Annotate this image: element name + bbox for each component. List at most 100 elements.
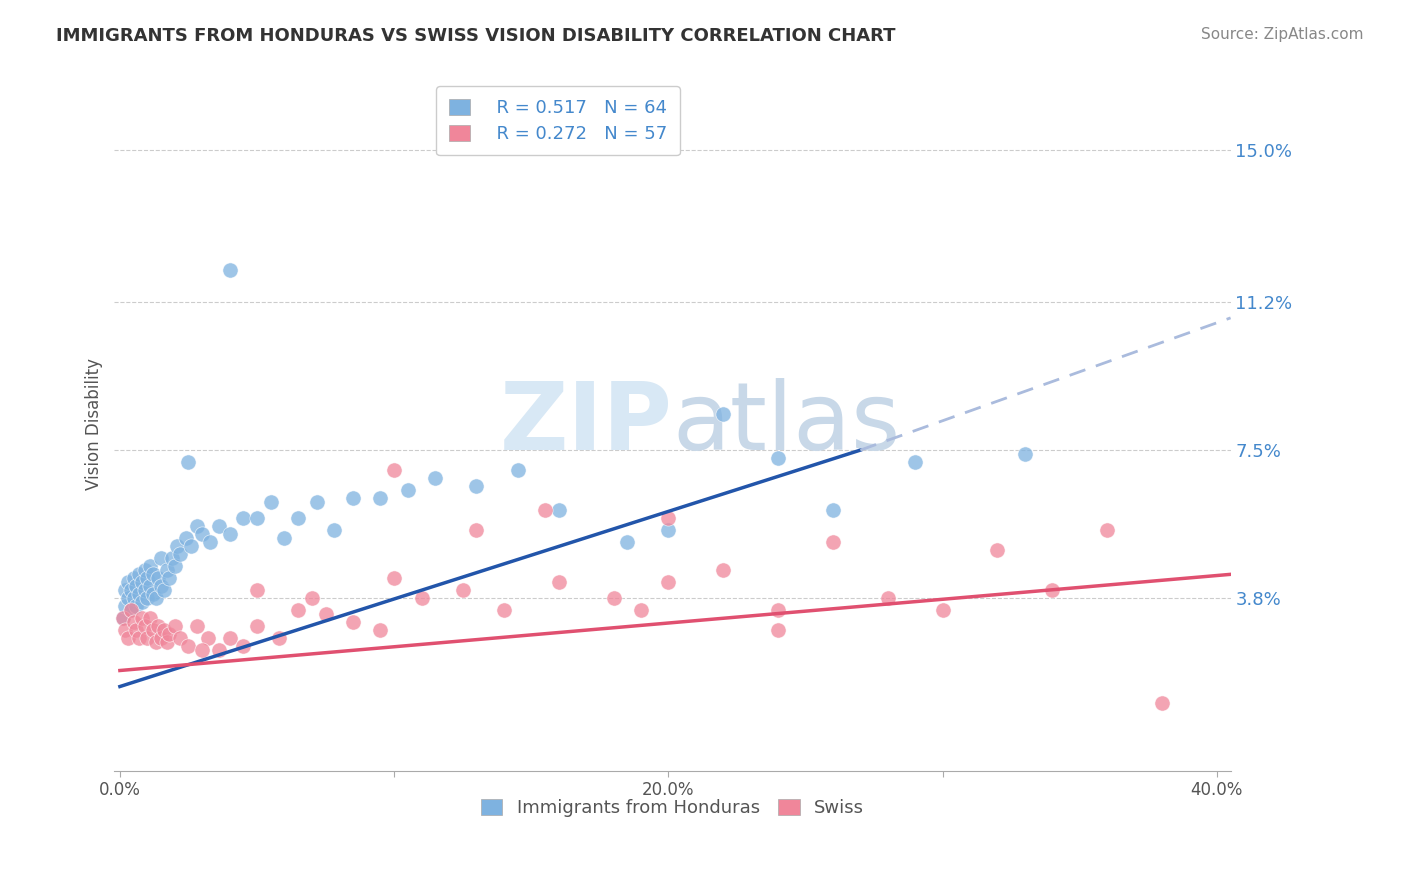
Legend: Immigrants from Honduras, Swiss: Immigrants from Honduras, Swiss [474, 791, 872, 824]
Point [134, 619, 156, 633]
Point [711, 563, 734, 577]
Point [207, 519, 229, 533]
Point [111, 611, 134, 625]
Point [382, 463, 405, 477]
Point [451, 583, 474, 598]
Point [131, 611, 153, 625]
Point [139, 559, 162, 574]
Point [534, 503, 557, 517]
Point [114, 624, 136, 638]
Point [342, 491, 364, 506]
Point [186, 519, 208, 533]
Point [150, 551, 173, 566]
Point [821, 503, 844, 517]
Point [382, 571, 405, 585]
Point [114, 599, 136, 614]
Point [301, 591, 323, 606]
Point [465, 479, 488, 493]
Point [246, 619, 269, 633]
Point [122, 615, 145, 630]
Point [142, 567, 165, 582]
Point [411, 591, 433, 606]
Point [547, 575, 569, 590]
Point [148, 619, 170, 633]
Text: IMMIGRANTS FROM HONDURAS VS SWISS VISION DISABILITY CORRELATION CHART: IMMIGRANTS FROM HONDURAS VS SWISS VISION… [56, 27, 896, 45]
Point [200, 535, 222, 549]
Point [246, 511, 269, 525]
Point [232, 511, 254, 525]
Point [155, 635, 177, 649]
Text: atlas: atlas [672, 378, 901, 470]
Point [273, 531, 295, 545]
Point [120, 603, 142, 617]
Point [152, 624, 174, 638]
Point [139, 579, 162, 593]
Point [120, 603, 142, 617]
Point [218, 527, 240, 541]
Point [131, 575, 153, 590]
Point [174, 531, 197, 545]
Point [125, 579, 148, 593]
Y-axis label: Vision Disability: Vision Disability [86, 358, 103, 490]
Point [1014, 447, 1036, 461]
Point [465, 523, 488, 537]
Point [117, 591, 139, 606]
Point [904, 455, 927, 469]
Point [166, 539, 188, 553]
Point [657, 575, 679, 590]
Point [287, 511, 309, 525]
Point [711, 407, 734, 421]
Point [876, 591, 898, 606]
Point [131, 595, 153, 609]
Point [111, 611, 134, 625]
Point [136, 571, 159, 585]
Text: Source: ZipAtlas.com: Source: ZipAtlas.com [1201, 27, 1364, 42]
Point [117, 632, 139, 646]
Point [180, 539, 202, 553]
Point [155, 563, 177, 577]
Point [207, 643, 229, 657]
Point [547, 503, 569, 517]
Point [425, 471, 447, 485]
Point [145, 591, 167, 606]
Point [1150, 696, 1173, 710]
Point [150, 632, 173, 646]
Point [125, 599, 148, 614]
Point [657, 511, 679, 525]
Point [260, 495, 283, 509]
Point [125, 624, 148, 638]
Point [396, 483, 419, 498]
Point [139, 611, 162, 625]
Point [186, 619, 208, 633]
Point [177, 640, 200, 654]
Point [218, 632, 240, 646]
Point [287, 603, 309, 617]
Point [370, 624, 392, 638]
Point [267, 632, 290, 646]
Point [114, 583, 136, 598]
Point [120, 583, 142, 598]
Point [150, 579, 173, 593]
Point [766, 451, 789, 466]
Point [197, 632, 219, 646]
Point [370, 491, 392, 506]
Point [160, 551, 183, 566]
Point [821, 535, 844, 549]
Point [342, 615, 364, 630]
Point [1040, 583, 1063, 598]
Point [142, 587, 165, 601]
Point [218, 262, 240, 277]
Point [232, 640, 254, 654]
Point [492, 603, 515, 617]
Point [157, 571, 180, 585]
Point [616, 535, 638, 549]
Point [136, 632, 159, 646]
Point [157, 627, 180, 641]
Point [145, 635, 167, 649]
Point [169, 547, 191, 561]
Point [169, 632, 191, 646]
Point [657, 523, 679, 537]
Point [128, 567, 150, 582]
Point [602, 591, 624, 606]
Point [134, 583, 156, 598]
